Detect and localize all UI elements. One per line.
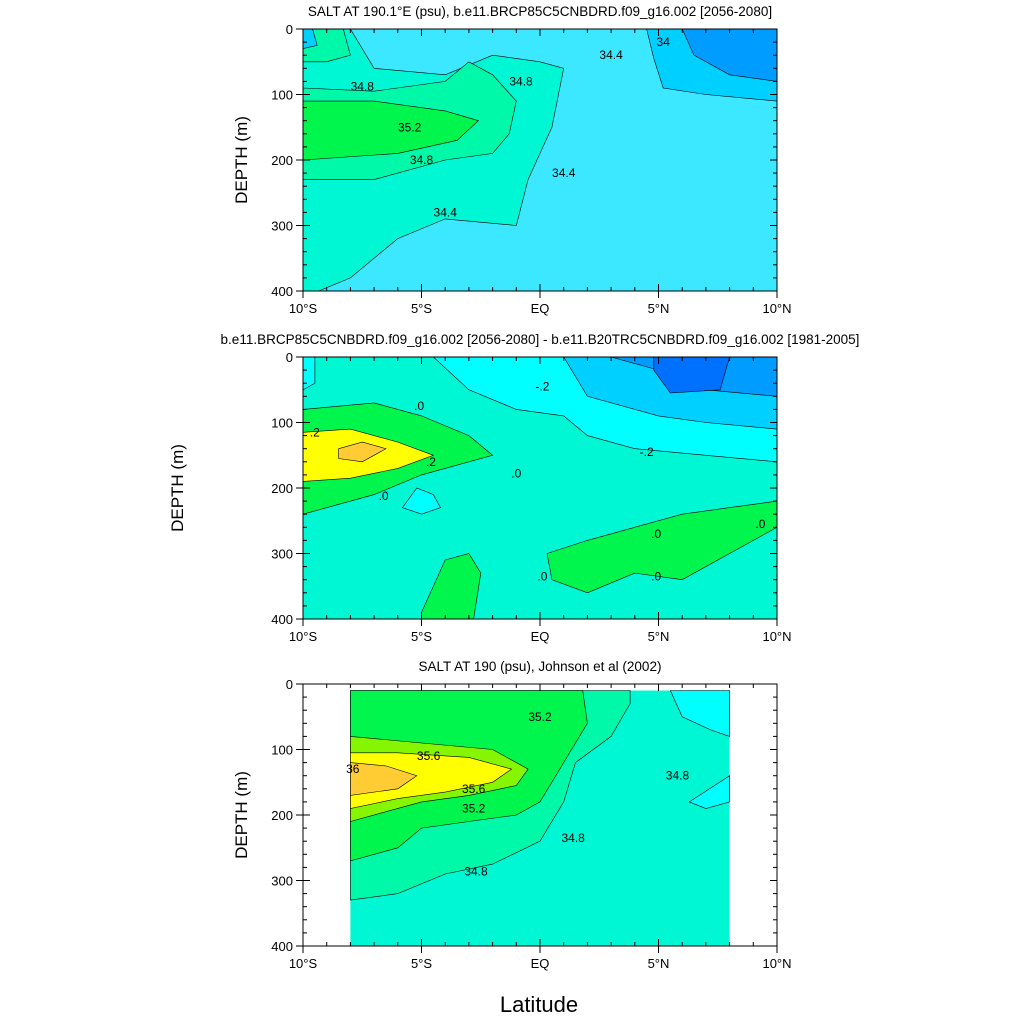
contour-label-8: .0 [651, 527, 661, 541]
contour-label-9: .0 [651, 569, 661, 583]
x-tick-label: 10°S [289, 956, 318, 971]
contour-region-5 [303, 29, 318, 49]
contour-region-7 [681, 29, 777, 82]
x-tick-label: 10°N [762, 629, 791, 644]
contour-region-11 [546, 500, 777, 594]
y-tick-label: 300 [271, 547, 293, 562]
contour-label-8: 34.8 [464, 864, 488, 878]
plot-area: 35.6 36 35.6 35.2 35.2 34.8 34.8 34.8 [346, 690, 730, 946]
contour-label-2: 34.8 [509, 74, 533, 88]
x-tick-label: EQ [531, 629, 550, 644]
y-tick-label: 300 [271, 874, 293, 889]
contour-region-9 [402, 487, 441, 515]
y-tick-label: 200 [271, 481, 293, 496]
y-tick-label: 0 [286, 350, 293, 365]
x-tick-label: 5°S [411, 956, 432, 971]
x-tick-label: 5°N [648, 956, 670, 971]
contour-label-5: 35.2 [528, 710, 552, 724]
contour-label-4: .0 [511, 467, 521, 481]
contour-label-3: 35.6 [462, 782, 486, 796]
x-tick-label: EQ [531, 301, 550, 316]
y-tick-label: 400 [271, 284, 293, 299]
panel-title: SALT AT 190 (psu), Johnson et al (2002) [419, 659, 662, 674]
y-tick-label: 400 [271, 939, 293, 954]
x-tick-label: 10°N [762, 301, 791, 316]
y-tick-label: 300 [271, 219, 293, 234]
x-tick-label: 5°S [411, 629, 432, 644]
y-tick-label: 0 [286, 22, 293, 37]
panel-2: .0 .2 .2 .0 .0 -.2 -.2 .0 .0 .0 .0 0 100 200 300 400 10°… [168, 332, 859, 644]
contour-label-1: .0 [414, 399, 424, 413]
x-tick-label: 10°S [289, 629, 318, 644]
contour-region-7 [350, 762, 418, 796]
panel-title: SALT AT 190.1°E (psu), b.e11.BRCP85C5CNB… [308, 4, 772, 19]
contour-label-5: 34.4 [434, 205, 458, 219]
x-tick-label: 5°N [648, 629, 670, 644]
panel-1: 34.8 34.8 35.2 34.8 34.4 34.4 34.4 34 0 100 200 300… [232, 4, 792, 316]
y-tick-label: 200 [271, 153, 293, 168]
y-tick-label: 100 [271, 743, 293, 758]
panel-title: b.e11.BRCP85C5CNBDRD.f09_g16.002 [2056-2… [221, 332, 860, 347]
y-axis-label: DEPTH (m) [232, 116, 251, 204]
contour-region-10 [421, 553, 482, 619]
contour-label-8: 34 [657, 35, 671, 49]
contour-region-1 [669, 690, 730, 737]
plot-area: .0 .2 .2 .0 .0 -.2 -.2 .0 .0 .0 .0 [303, 357, 777, 619]
x-tick-label: 10°S [289, 301, 318, 316]
contour-region-2 [688, 775, 730, 809]
contour-label-11: .0 [755, 517, 765, 531]
contour-label-2: 36 [346, 762, 360, 776]
contour-label-4: 34.8 [410, 153, 434, 167]
y-tick-label: 100 [271, 88, 293, 103]
contour-label-4: 35.2 [462, 801, 486, 815]
contour-label-5: .0 [379, 489, 389, 503]
contour-label-1: 34.8 [351, 80, 375, 94]
contour-label-1: 35.6 [417, 749, 441, 763]
contour-region-5 [653, 357, 730, 394]
y-tick-label: 200 [271, 808, 293, 823]
contour-label-7: -.2 [640, 445, 654, 459]
figure-xlabel: Latitude [500, 992, 578, 1017]
x-tick-label: 10°N [762, 956, 791, 971]
contour-label-3: .2 [426, 455, 436, 469]
y-tick-label: 400 [271, 612, 293, 627]
y-axis-label: DEPTH (m) [232, 771, 251, 859]
contour-label-2: .2 [310, 425, 320, 439]
contour-label-6: 34.4 [552, 166, 576, 180]
plot-area: 34.8 34.8 35.2 34.8 34.4 34.4 34.4 34 [303, 29, 777, 291]
contour-label-6: 34.8 [666, 769, 690, 783]
contour-label-7: 34.8 [562, 831, 586, 845]
y-tick-label: 0 [286, 677, 293, 692]
contour-label-10: .0 [537, 569, 547, 583]
x-tick-label: 5°N [648, 301, 670, 316]
contour-region-1 [303, 357, 316, 391]
x-tick-label: EQ [531, 956, 550, 971]
contour-label-3: 35.2 [398, 120, 422, 134]
y-tick-label: 100 [271, 416, 293, 431]
contour-region-3 [303, 100, 479, 161]
panel-3: 35.6 36 35.6 35.2 35.2 34.8 34.8 34.8 0 100 200 300… [232, 659, 792, 971]
contour-label-6: -.2 [535, 379, 549, 393]
y-axis-label: DEPTH (m) [168, 444, 187, 532]
x-tick-label: 5°S [411, 301, 432, 316]
contour-region-8 [338, 441, 387, 463]
contour-region-6 [350, 752, 513, 809]
contour-label-7: 34.4 [599, 48, 623, 62]
